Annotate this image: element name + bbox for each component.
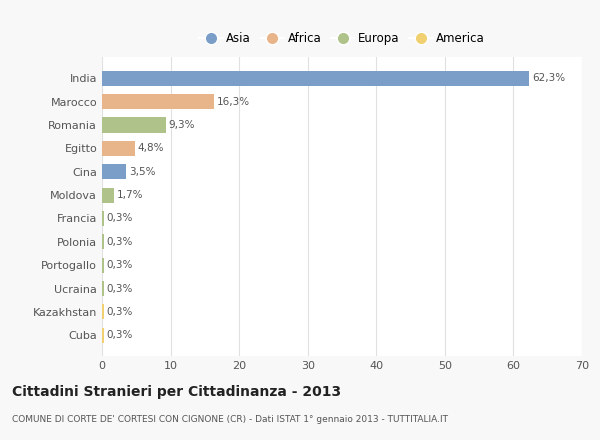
Text: COMUNE DI CORTE DE' CORTESI CON CIGNONE (CR) - Dati ISTAT 1° gennaio 2013 - TUTT: COMUNE DI CORTE DE' CORTESI CON CIGNONE … xyxy=(12,415,448,425)
Text: 0,3%: 0,3% xyxy=(107,307,133,317)
Bar xyxy=(102,281,104,296)
Bar xyxy=(102,164,126,180)
Bar xyxy=(102,117,166,133)
Text: 9,3%: 9,3% xyxy=(169,120,195,130)
Text: 4,8%: 4,8% xyxy=(137,143,164,154)
Bar xyxy=(102,71,529,86)
Text: 3,5%: 3,5% xyxy=(129,167,155,177)
Bar xyxy=(102,304,104,319)
Text: Cittadini Stranieri per Cittadinanza - 2013: Cittadini Stranieri per Cittadinanza - 2… xyxy=(12,385,341,399)
Bar xyxy=(102,257,104,273)
Bar xyxy=(102,328,104,343)
Text: 0,3%: 0,3% xyxy=(107,260,133,270)
Bar xyxy=(102,141,135,156)
Legend: Asia, Africa, Europa, America: Asia, Africa, Europa, America xyxy=(194,27,490,50)
Bar xyxy=(102,187,113,203)
Text: 62,3%: 62,3% xyxy=(532,73,565,84)
Text: 0,3%: 0,3% xyxy=(107,237,133,247)
Text: 1,7%: 1,7% xyxy=(116,190,143,200)
Bar xyxy=(102,234,104,249)
Text: 16,3%: 16,3% xyxy=(217,97,250,107)
Bar xyxy=(102,94,214,109)
Text: 0,3%: 0,3% xyxy=(107,213,133,224)
Text: 0,3%: 0,3% xyxy=(107,330,133,340)
Bar xyxy=(102,211,104,226)
Text: 0,3%: 0,3% xyxy=(107,283,133,293)
